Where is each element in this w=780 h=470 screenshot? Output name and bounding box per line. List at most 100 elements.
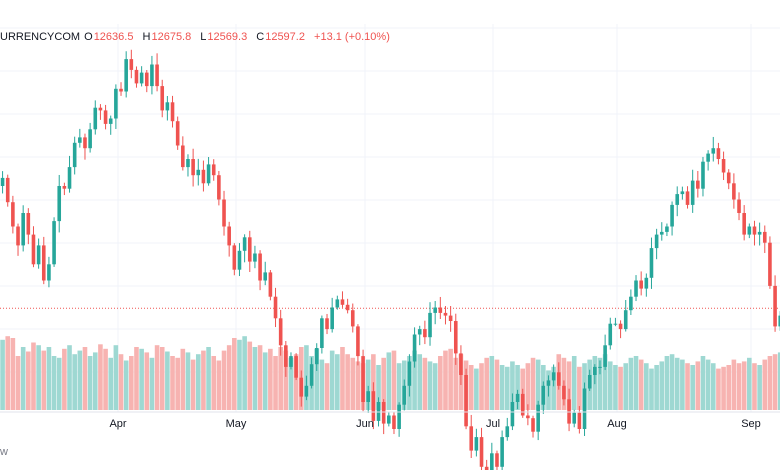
- candle-body: [732, 183, 736, 200]
- volume-bar: [443, 350, 448, 410]
- candle-body: [453, 321, 458, 354]
- candle-body: [217, 175, 221, 200]
- volume-bar: [484, 357, 489, 410]
- candle-body: [47, 264, 51, 281]
- candle-body: [361, 356, 365, 402]
- volume-bar: [685, 363, 690, 410]
- volume-bar: [92, 352, 98, 410]
- time-axis-label: Sep: [741, 418, 761, 430]
- volume-bar: [716, 368, 721, 410]
- candle-body: [371, 391, 376, 421]
- high-value: 12675.8: [151, 31, 192, 43]
- candle-body: [356, 326, 360, 357]
- candle-body: [165, 102, 170, 111]
- candle-body: [603, 345, 607, 367]
- volume-bar: [62, 348, 67, 410]
- time-axis-label: Jul: [486, 418, 500, 430]
- volume-bar: [20, 347, 26, 410]
- candle-body: [659, 231, 664, 235]
- candle-body: [768, 242, 772, 286]
- volume-bar: [226, 345, 232, 410]
- candle-body: [716, 148, 721, 159]
- volume-bar: [468, 365, 474, 410]
- low-value: 12569.3: [207, 31, 248, 43]
- candle-body: [423, 329, 427, 338]
- candle-body: [103, 110, 108, 124]
- volume-bar: [566, 361, 572, 410]
- volume-bar: [144, 352, 150, 410]
- volume-bar: [499, 365, 505, 410]
- volume-bar: [607, 361, 613, 410]
- volume-bar: [376, 365, 381, 410]
- candle-body: [129, 59, 134, 70]
- volume-bar: [515, 365, 520, 410]
- candle-body: [562, 385, 566, 400]
- candle-body: [57, 186, 62, 222]
- volume-bar: [335, 354, 340, 410]
- candle-body: [531, 418, 535, 432]
- volume-bar: [268, 348, 273, 410]
- volume-bar: [87, 356, 93, 410]
- candle-body: [515, 393, 520, 402]
- volume-bar: [633, 356, 639, 410]
- candle-body: [150, 64, 154, 87]
- time-axis-label: Apr: [109, 418, 126, 430]
- candle-body: [124, 59, 128, 92]
- candle-body: [428, 312, 432, 338]
- volume-bar: [432, 363, 438, 410]
- candle-body: [541, 385, 546, 405]
- volume-bar: [669, 354, 675, 410]
- candle-body: [582, 388, 587, 429]
- candle-body: [36, 245, 41, 265]
- volume-bar: [613, 365, 618, 410]
- candle-body: [108, 118, 113, 124]
- volume-bar: [242, 336, 247, 410]
- candle-body: [623, 310, 628, 330]
- change-value: +13.1 (+0.10%): [314, 31, 390, 43]
- candle-body: [88, 129, 92, 149]
- volume-bar: [747, 357, 752, 410]
- candle-body: [572, 412, 577, 424]
- volume-bar: [26, 351, 31, 410]
- candle-body: [376, 402, 381, 421]
- candle-body: [665, 226, 669, 232]
- volume-bar: [175, 357, 180, 410]
- candle-body: [345, 304, 350, 311]
- symbol-name: URRENCYCOM: [0, 31, 81, 43]
- volume-bar: [644, 363, 649, 410]
- volume-bar: [350, 357, 356, 410]
- volume-bar: [129, 356, 134, 410]
- time-axis-label: Jun: [356, 418, 374, 430]
- candle-body: [701, 161, 705, 189]
- candle-body: [62, 186, 67, 189]
- candle-body: [752, 226, 757, 235]
- candle-body: [510, 402, 515, 427]
- candle-body: [443, 312, 448, 316]
- candle-body: [263, 272, 268, 281]
- volume-bar: [504, 366, 510, 410]
- volume-bar: [206, 347, 211, 410]
- volume-bar: [340, 347, 345, 410]
- volume-bar: [386, 352, 392, 410]
- volume-bar: [649, 368, 654, 410]
- candle-body: [479, 437, 484, 467]
- candle-body: [196, 169, 201, 176]
- volume-bar: [278, 347, 283, 410]
- volume-bar: [628, 357, 634, 410]
- candle-body: [325, 318, 329, 330]
- volume-bar: [273, 356, 278, 410]
- volume-bar: [355, 361, 361, 410]
- volume-bar: [82, 347, 88, 410]
- volume-bar: [159, 347, 165, 410]
- volume-bar: [623, 363, 629, 410]
- candle-body: [242, 237, 247, 251]
- candle-body: [505, 426, 510, 438]
- candle-body: [649, 248, 654, 278]
- candle-body: [201, 169, 206, 184]
- candle-body: [412, 334, 417, 362]
- candle-body: [289, 356, 293, 367]
- volume-bar: [77, 350, 83, 410]
- volume-bar: [329, 350, 335, 410]
